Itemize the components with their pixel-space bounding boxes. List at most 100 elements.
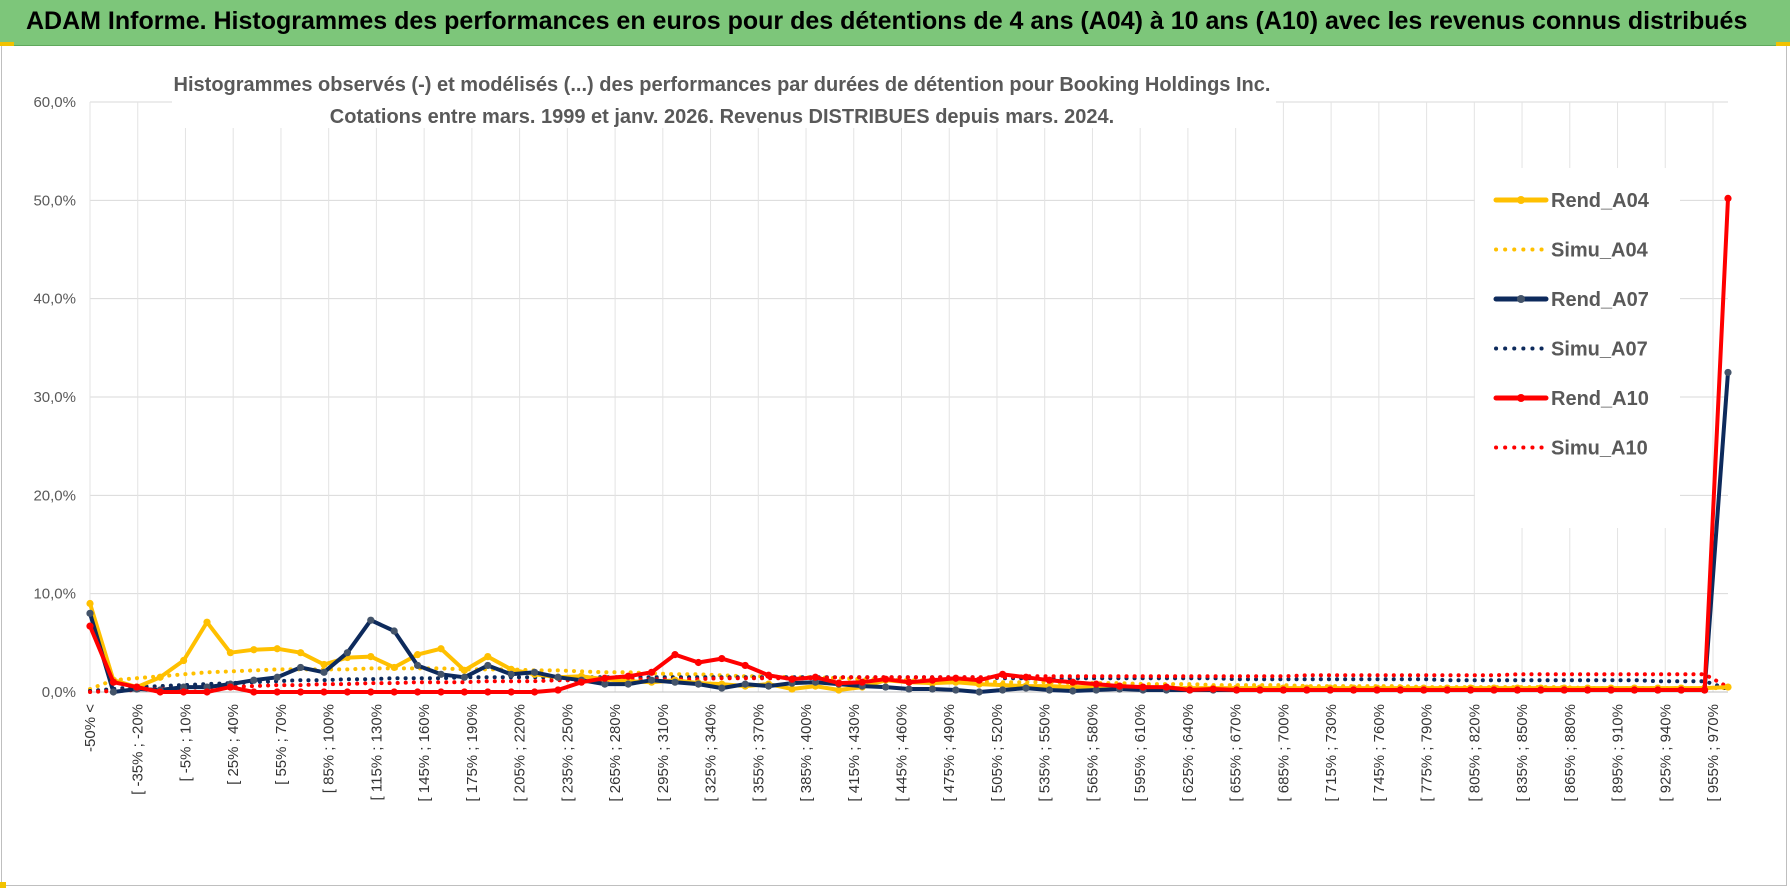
data-point (320, 688, 328, 696)
x-tick-label: [ 625% ; 640% (1180, 704, 1197, 802)
x-tick-label: -50% < (82, 704, 99, 752)
data-point (741, 680, 749, 688)
performance-histogram-chart: 0,0% 10,0% 20,0% 30,0% 40,0% 50,0% 60,0% -50% … (33, 66, 1732, 802)
data-point (1303, 686, 1311, 694)
data-point (554, 686, 562, 694)
data-point (811, 673, 820, 681)
data-point (109, 678, 117, 686)
data-point (109, 688, 117, 696)
data-point (86, 609, 94, 617)
y-tick-label: 40,0% (33, 291, 76, 308)
data-point (1279, 686, 1287, 694)
data-point (1630, 686, 1638, 694)
chart-frame (1, 46, 1787, 886)
data-point (1560, 686, 1568, 694)
legend-marker (1517, 196, 1525, 204)
data-point (484, 688, 492, 696)
legend-label: Simu_A10 (1551, 438, 1648, 460)
data-point (1022, 684, 1030, 692)
data-point (507, 688, 515, 696)
data-point (1326, 686, 1334, 694)
data-point (1045, 686, 1053, 694)
data-point (718, 684, 726, 692)
data-point (671, 651, 679, 659)
data-point (601, 674, 609, 682)
data-point (250, 646, 258, 654)
data-point (1701, 686, 1709, 694)
data-point (765, 671, 773, 679)
x-tick-label: [ 535% ; 550% (1037, 704, 1054, 802)
data-point (718, 654, 726, 663)
x-tick-label: [ 325% ; 340% (703, 704, 720, 802)
chart-title: Histogrammes observés (-) et modélisés (… (174, 74, 1271, 96)
data-point (858, 678, 866, 686)
data-point (390, 663, 398, 672)
corner-marker (0, 42, 14, 46)
data-point (694, 680, 703, 688)
data-point (390, 688, 398, 696)
data-point (1186, 686, 1194, 694)
data-point (86, 599, 94, 608)
corner-marker (1776, 42, 1790, 46)
data-point (601, 680, 609, 688)
y-tick-label: 10,0% (33, 586, 76, 603)
data-point (1607, 686, 1615, 694)
data-point (343, 649, 351, 657)
x-tick-label: [ 85% ; 100% (321, 704, 338, 793)
data-point (765, 682, 773, 690)
data-point (835, 679, 843, 687)
data-point (1654, 686, 1662, 694)
x-tick-label: [ 865% ; 880% (1562, 704, 1579, 802)
data-point (1069, 678, 1077, 686)
data-point (1092, 680, 1100, 688)
data-point (437, 688, 445, 696)
data-point (414, 661, 422, 670)
data-point (788, 675, 796, 683)
corner-marker (0, 882, 6, 888)
data-point (273, 673, 281, 681)
x-axis-tick-labels: -50% < [ -35% ; -20% [ -5% ; 10% [ 25% ; 40… (82, 704, 1722, 802)
data-point (437, 670, 445, 678)
x-tick-label: [ 295% ; 310% (655, 704, 672, 802)
data-point (367, 688, 375, 696)
data-point (460, 688, 468, 696)
y-tick-label: 20,0% (33, 487, 76, 504)
data-point (250, 676, 258, 684)
header-banner: ADAM Informe. Histogrammes des performan… (0, 0, 1790, 46)
legend-label: Simu_A04 (1551, 240, 1649, 262)
data-point (1724, 368, 1732, 377)
data-point (1092, 686, 1100, 694)
data-point (694, 658, 703, 667)
data-point (460, 673, 468, 681)
data-point (1513, 686, 1521, 694)
data-point (835, 686, 843, 694)
data-point (1396, 686, 1404, 694)
data-point (507, 670, 515, 678)
x-tick-label: [ 805% ; 820% (1466, 704, 1483, 802)
data-point (484, 661, 492, 670)
x-tick-label: [ 595% ; 610% (1132, 704, 1149, 802)
x-tick-label: [ 445% ; 460% (894, 704, 911, 802)
x-tick-label: [ 685% ; 700% (1275, 704, 1292, 802)
series-line-simu-a10 (88, 672, 1730, 694)
data-point (86, 622, 94, 630)
x-tick-label: [ 505% ; 520% (989, 704, 1006, 802)
data-point (1069, 687, 1077, 695)
data-point (180, 688, 188, 696)
x-tick-label: [ 205% ; 220% (512, 704, 529, 802)
data-point (203, 688, 211, 696)
data-point (531, 688, 539, 696)
y-tick-label: 0,0% (42, 684, 76, 701)
data-point (273, 645, 281, 653)
data-point (1350, 686, 1358, 694)
data-point (1490, 686, 1498, 694)
data-point (741, 661, 749, 670)
data-point (999, 686, 1007, 694)
data-point (1256, 686, 1264, 694)
data-point (882, 675, 890, 683)
x-tick-label: [ 25% ; 40% (225, 704, 242, 785)
x-tick-label: [ 265% ; 280% (607, 704, 624, 802)
data-point (1162, 683, 1170, 691)
data-point (671, 678, 679, 686)
x-tick-label: [ 895% ; 910% (1610, 704, 1627, 802)
